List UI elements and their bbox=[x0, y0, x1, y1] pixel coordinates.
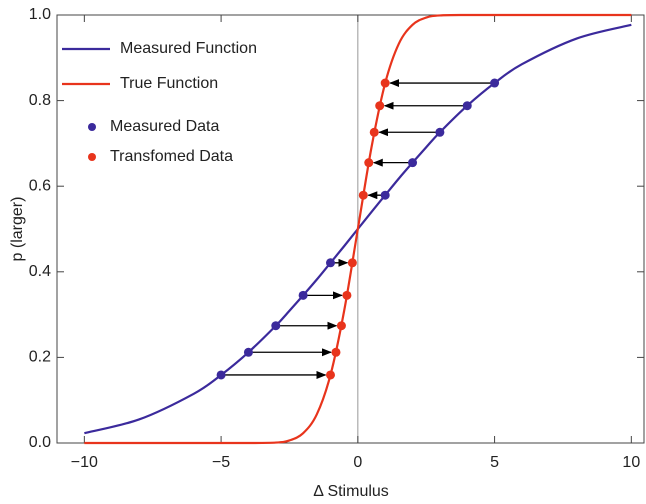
legend-label: True Function bbox=[120, 75, 218, 92]
y-tick-label: 0.8 bbox=[29, 92, 51, 109]
data-point bbox=[298, 290, 308, 300]
data-point bbox=[369, 127, 379, 137]
data-point bbox=[435, 127, 445, 137]
data-point bbox=[243, 347, 253, 357]
x-tick-label: 10 bbox=[622, 454, 640, 471]
legend-marker bbox=[88, 153, 96, 161]
legend-label: Measured Function bbox=[120, 40, 257, 57]
data-point bbox=[375, 101, 385, 111]
y-tick-label: 0.0 bbox=[29, 434, 51, 451]
data-point bbox=[462, 101, 472, 111]
x-tick-label: −5 bbox=[212, 454, 230, 471]
legend-label: Measured Data bbox=[110, 118, 219, 135]
legend-marker bbox=[88, 123, 96, 131]
data-point bbox=[364, 158, 374, 168]
y-tick-label: 0.2 bbox=[29, 349, 51, 366]
data-point bbox=[408, 158, 418, 168]
data-point bbox=[490, 78, 500, 88]
data-point bbox=[380, 190, 390, 200]
x-tick-label: 5 bbox=[490, 454, 499, 471]
data-point bbox=[325, 258, 335, 268]
x-tick-label: −10 bbox=[71, 454, 98, 471]
data-point bbox=[336, 321, 346, 331]
data-point bbox=[358, 190, 368, 200]
data-point bbox=[380, 78, 390, 88]
line-series bbox=[84, 13, 632, 445]
plot-frame bbox=[56, 14, 645, 444]
data-point bbox=[216, 370, 226, 380]
data-point bbox=[325, 370, 335, 380]
data-point bbox=[271, 321, 281, 331]
data-point bbox=[347, 258, 357, 268]
x-axis-label: Δ Stimulus bbox=[313, 483, 389, 500]
y-tick-label: 0.6 bbox=[29, 177, 51, 194]
y-axis-label: p (larger) bbox=[9, 197, 26, 262]
y-tick-label: 0.4 bbox=[29, 263, 51, 280]
x-tick-label: 0 bbox=[353, 454, 362, 471]
y-tick-label: 1.0 bbox=[29, 6, 51, 23]
data-point bbox=[331, 347, 341, 357]
data-point bbox=[342, 290, 352, 300]
legend-label: Transfomed Data bbox=[110, 148, 233, 165]
